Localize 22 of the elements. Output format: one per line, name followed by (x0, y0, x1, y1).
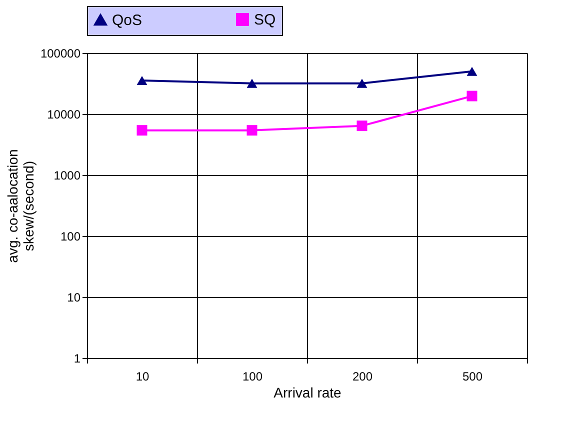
y-tick-label: 1000 (54, 168, 81, 182)
point (356, 120, 368, 132)
point (246, 125, 258, 136)
y-tick-label: 10000 (47, 108, 81, 122)
x-axis-title: Arrival rate (274, 384, 342, 400)
point (136, 76, 148, 86)
point (136, 125, 148, 136)
x-tick-label: 200 (352, 370, 373, 384)
legend-label: QoS (112, 12, 142, 29)
x-tick-label: 500 (462, 370, 483, 384)
x-tick-label: 10 (136, 370, 150, 384)
y-tick-label: 1 (74, 352, 81, 366)
point (246, 78, 258, 88)
y-tick-label: 100 (60, 230, 81, 244)
point (356, 78, 368, 88)
x-tick-label: 100 (242, 370, 263, 384)
point (466, 66, 478, 76)
y-tick-label: 10 (67, 290, 81, 304)
point (466, 90, 478, 102)
y-axis-title: avg. co-aalocation skew/(second) (4, 149, 36, 263)
y-tick-label: 100000 (40, 46, 81, 60)
legend-label: SQ (254, 12, 276, 29)
